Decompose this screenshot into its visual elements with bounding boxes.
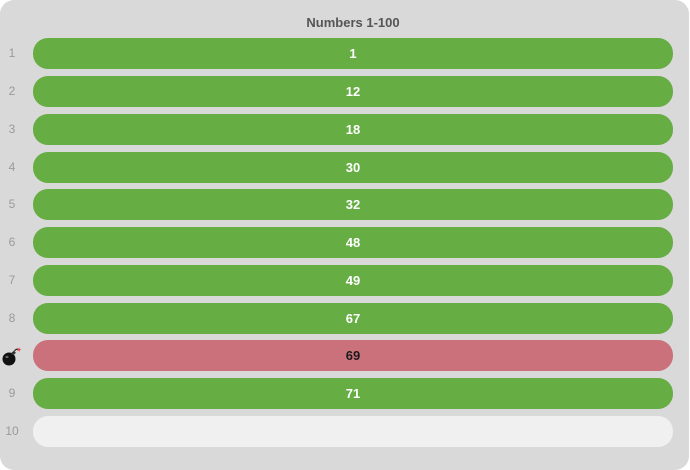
list-row-1: 1 1 (0, 38, 689, 69)
rank-label: 10 (5, 424, 19, 438)
list-row-8: 8 67 (0, 303, 689, 334)
number-slot: 32 (33, 189, 673, 220)
number-slot: 1 (33, 38, 673, 69)
rank-label: 2 (8, 84, 16, 98)
bomb-slot: 69 (33, 340, 673, 371)
rank-label: 5 (8, 197, 16, 211)
number-slot: 48 (33, 227, 673, 258)
rank-label: 8 (8, 311, 16, 325)
number-slot: 49 (33, 265, 673, 296)
list-row-bomb: 69 (0, 340, 689, 371)
list-row-9: 9 71 (0, 378, 689, 409)
rank-label: 3 (8, 122, 16, 136)
rank-label: 7 (8, 273, 16, 287)
empty-slot[interactable] (33, 416, 673, 447)
list-row-6: 6 48 (0, 227, 689, 258)
number-slot: 12 (33, 76, 673, 107)
rank-label: 6 (8, 235, 16, 249)
list-row-7: 7 49 (0, 265, 689, 296)
list-row-2: 2 12 (0, 76, 689, 107)
rank-label: 4 (8, 160, 16, 174)
rank-label: 9 (8, 386, 16, 400)
game-title: Numbers 1-100 (306, 15, 400, 30)
list-row-5: 5 32 (0, 189, 689, 220)
list-row-4: 4 30 (0, 152, 689, 183)
list-row-3: 3 18 (0, 114, 689, 145)
number-slot: 67 (33, 303, 673, 334)
rank-label: 1 (8, 46, 16, 60)
bomb-icon (2, 347, 22, 366)
number-slot: 18 (33, 114, 673, 145)
number-slot: 71 (33, 378, 673, 409)
number-slot: 30 (33, 152, 673, 183)
list-row-10: 10 (0, 416, 689, 447)
